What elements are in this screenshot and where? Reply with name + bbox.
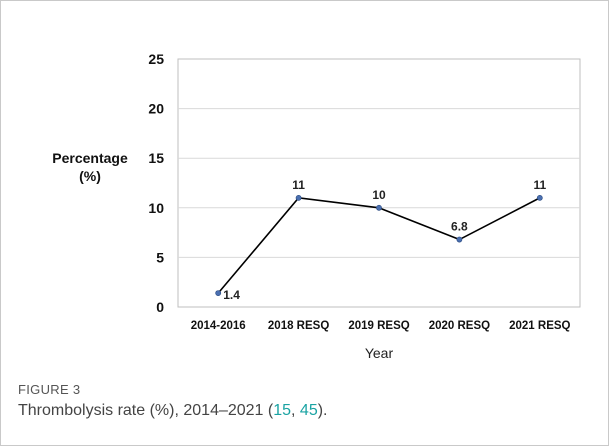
series-line-1 — [217, 197, 541, 294]
data-point-3 — [376, 204, 382, 211]
y-tick-label-20: 20 — [148, 101, 164, 117]
x-tick-label-4: 2020 RESQ — [429, 320, 490, 332]
y-tick-label-10: 10 — [148, 200, 164, 216]
plot-area-border — [177, 58, 581, 308]
data-label-3: 10 — [372, 188, 386, 202]
reference-link-15[interactable]: 15 — [273, 402, 292, 419]
data-point-1 — [215, 290, 222, 297]
figure-caption: Thrombolysis rate (%), 2014–2021 (15, 45… — [18, 402, 328, 420]
y-tick-label-15: 15 — [148, 150, 164, 166]
y-tick-label-25: 25 — [148, 51, 164, 67]
x-axis-label: Year — [365, 345, 394, 361]
x-tick-label-5: 2021 RESQ — [509, 320, 570, 332]
x-tick-label-1: 2014-2016 — [191, 320, 246, 332]
caption-separator: , — [291, 402, 300, 419]
caption-text-before: Thrombolysis rate (%), 2014–2021 ( — [18, 402, 274, 419]
data-label-4: 6.8 — [451, 220, 468, 234]
y-tick-label-0: 0 — [156, 299, 164, 315]
data-label-1: 1.4 — [223, 288, 240, 302]
caption-text-after: ). — [317, 402, 328, 419]
y-axis-label-line-1: Percentage — [52, 150, 128, 166]
y-tick-label-5: 5 — [156, 249, 164, 265]
data-label-5: 11 — [533, 178, 546, 192]
reference-link-45[interactable]: 45 — [299, 402, 318, 419]
data-label-2: 11 — [292, 178, 305, 192]
data-point-5 — [536, 194, 543, 201]
x-tick-label-3: 2019 RESQ — [348, 320, 409, 332]
data-point-2 — [295, 194, 302, 201]
data-point-4 — [456, 236, 463, 243]
figure-label: FIGURE 3 — [18, 382, 81, 397]
x-tick-label-2: 2018 RESQ — [268, 320, 329, 332]
y-axis-label-line-2: (%) — [79, 168, 101, 184]
